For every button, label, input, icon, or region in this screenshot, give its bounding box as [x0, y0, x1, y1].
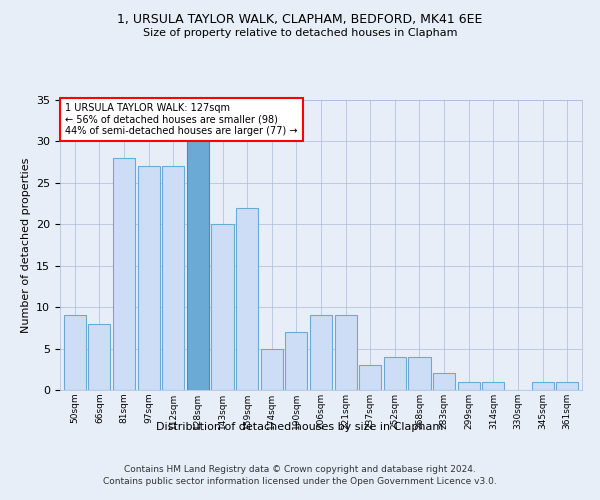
Text: Size of property relative to detached houses in Clapham: Size of property relative to detached ho… — [143, 28, 457, 38]
Bar — [310, 316, 332, 390]
Bar — [335, 316, 357, 390]
Bar — [187, 142, 209, 390]
Bar — [384, 357, 406, 390]
Bar — [359, 365, 382, 390]
Bar — [285, 332, 307, 390]
Text: Contains public sector information licensed under the Open Government Licence v3: Contains public sector information licen… — [103, 478, 497, 486]
Bar — [433, 374, 455, 390]
Bar — [137, 166, 160, 390]
Bar — [532, 382, 554, 390]
Bar — [113, 158, 135, 390]
Text: 1 URSULA TAYLOR WALK: 127sqm
← 56% of detached houses are smaller (98)
44% of se: 1 URSULA TAYLOR WALK: 127sqm ← 56% of de… — [65, 103, 298, 136]
Bar — [211, 224, 233, 390]
Text: Distribution of detached houses by size in Clapham: Distribution of detached houses by size … — [157, 422, 443, 432]
Bar — [409, 357, 431, 390]
Bar — [64, 316, 86, 390]
Bar — [556, 382, 578, 390]
Bar — [162, 166, 184, 390]
Y-axis label: Number of detached properties: Number of detached properties — [20, 158, 31, 332]
Bar — [458, 382, 480, 390]
Bar — [482, 382, 505, 390]
Bar — [88, 324, 110, 390]
Text: 1, URSULA TAYLOR WALK, CLAPHAM, BEDFORD, MK41 6EE: 1, URSULA TAYLOR WALK, CLAPHAM, BEDFORD,… — [118, 12, 482, 26]
Bar — [260, 348, 283, 390]
Bar — [236, 208, 258, 390]
Text: Contains HM Land Registry data © Crown copyright and database right 2024.: Contains HM Land Registry data © Crown c… — [124, 465, 476, 474]
